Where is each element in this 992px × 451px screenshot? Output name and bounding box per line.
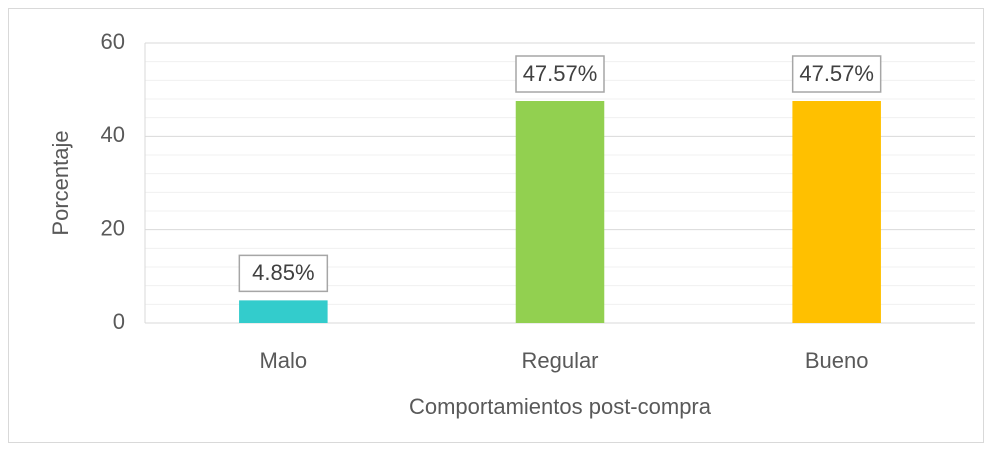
y-tick-label: 60 — [101, 29, 125, 54]
value-label: 47.57% — [523, 61, 598, 86]
value-label: 47.57% — [799, 61, 874, 86]
x-tick-label: Bueno — [805, 348, 869, 373]
y-axis-label: Porcentaje — [48, 130, 73, 235]
bar — [792, 101, 881, 323]
y-tick-label: 40 — [101, 122, 125, 147]
x-tick-label: Malo — [259, 348, 307, 373]
y-tick-label: 0 — [113, 309, 125, 334]
value-label-box — [238, 254, 329, 293]
y-tick-label: 20 — [101, 215, 125, 240]
x-axis-label: Comportamientos post-compra — [409, 394, 712, 419]
value-label-box — [515, 55, 605, 93]
bar — [239, 300, 328, 323]
bar — [515, 101, 605, 323]
value-label: 4.85% — [252, 260, 314, 285]
value-label-box — [791, 55, 882, 93]
x-tick-label: Regular — [521, 348, 598, 373]
